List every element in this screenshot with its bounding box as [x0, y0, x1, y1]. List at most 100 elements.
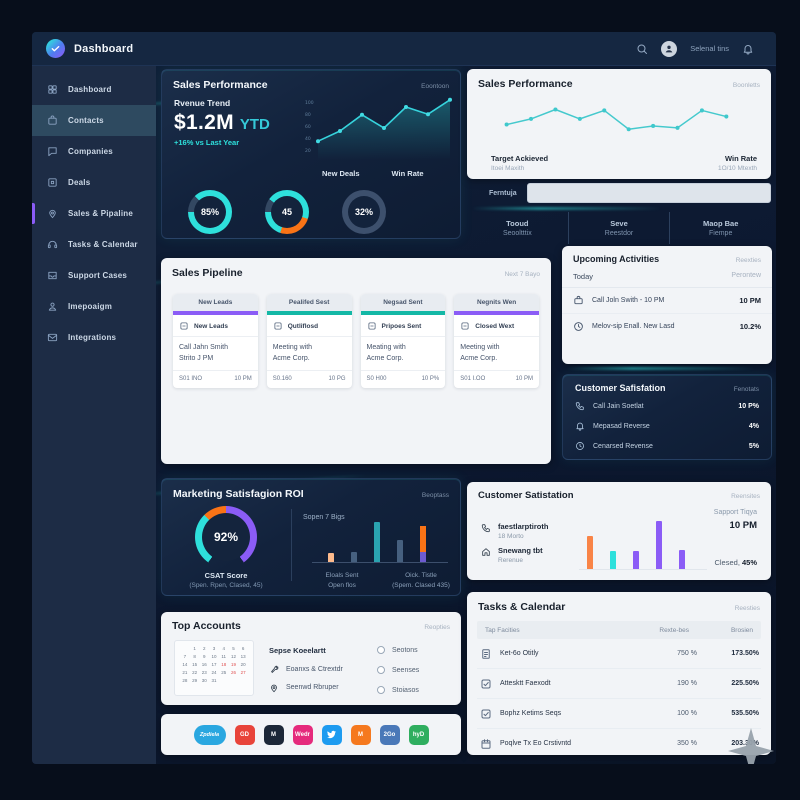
brand-m-orange-icon[interactable]: M: [350, 724, 371, 745]
task-row[interactable]: Poqlve Tx Eo Crstivntd 350 % 203.30%: [477, 729, 761, 755]
radio-circle[interactable]: [377, 646, 385, 654]
radio-circle[interactable]: [377, 686, 385, 694]
calendar-day[interactable]: 12: [230, 654, 236, 660]
calendar-day[interactable]: 14: [182, 662, 188, 668]
radio-option-seenses[interactable]: Seenses: [377, 666, 419, 674]
preview-label[interactable]: Perontew: [731, 272, 761, 279]
card-badge[interactable]: Reopties: [424, 624, 450, 631]
calendar-day[interactable]: [180, 645, 190, 653]
task-row[interactable]: Attesktt Faexodt 190 % 225.50%: [477, 669, 761, 699]
calendar-day[interactable]: 26: [230, 670, 236, 676]
sidebar-item-imepoaigm[interactable]: Imepoaigm: [32, 291, 156, 322]
radio-option-seotons[interactable]: Seotons: [377, 646, 418, 654]
satisfaction-row[interactable]: Mepasad Reverse 4%: [563, 416, 771, 436]
calendar-day[interactable]: 7: [183, 654, 187, 660]
calendar-day[interactable]: 11: [221, 654, 227, 660]
app-logo-icon[interactable]: [46, 39, 65, 58]
card-badge[interactable]: Eoontoon: [421, 83, 449, 90]
calendar-day[interactable]: 18: [221, 662, 227, 668]
user-avatar[interactable]: [661, 40, 678, 57]
calendar-day[interactable]: 21: [182, 670, 188, 676]
mini-calendar[interactable]: 1 2 3 4 5 6 7 8 9 10 11 12 13 14 15 16 17 18 19 20 21 22 23 24 2…: [174, 640, 254, 696]
brand-zpdiela-cloud-icon[interactable]: Zpdiela: [193, 724, 226, 745]
card-badge[interactable]: Reensites: [731, 493, 760, 500]
calendar-day[interactable]: 30: [201, 678, 207, 684]
search-icon[interactable]: [636, 43, 648, 55]
sidebar-item-integrations[interactable]: Integrations: [32, 322, 156, 353]
calendar-day[interactable]: 1: [193, 646, 196, 651]
col-header[interactable]: Rexte-bes: [659, 626, 689, 634]
brand-gd-icon[interactable]: GD: [234, 724, 255, 745]
calendar-day[interactable]: [238, 677, 248, 685]
calendar-day[interactable]: 19: [230, 662, 236, 668]
calendar-day[interactable]: 31: [211, 678, 217, 684]
task-row[interactable]: Ket-6o Otitly 750 % 173.50%: [477, 639, 761, 669]
contact-label: Snewang tbt: [498, 546, 543, 555]
pipeline-column-negnits-wen[interactable]: Negnits Wen Closed Wext Meeting with Acme C…: [454, 294, 539, 388]
card-badge[interactable]: Fenotats: [733, 386, 759, 393]
card-badge[interactable]: Reexties: [735, 257, 761, 264]
brand-hyd-icon[interactable]: hyD: [408, 724, 429, 745]
calendar-day[interactable]: 24: [211, 670, 217, 676]
radio-option-stoiasos[interactable]: Stoiasos: [377, 686, 419, 694]
satisfaction-row[interactable]: Cenarsed Revense 5%: [563, 436, 771, 456]
account-row[interactable]: Eoanxs & Ctrextdr: [269, 664, 343, 675]
col-header[interactable]: Tap Facities: [485, 626, 520, 634]
calendar-day[interactable]: 20: [240, 662, 246, 668]
sidebar-item-dashboard[interactable]: Dashboard: [32, 74, 156, 105]
summary-stat[interactable]: Seve Reestdor: [567, 212, 670, 244]
sidebar-item-tasks-calendar[interactable]: Tasks & Calendar: [32, 229, 156, 260]
brand-twitter-icon[interactable]: [321, 724, 342, 745]
card-badge[interactable]: Boonletts: [732, 82, 760, 89]
contact-item[interactable]: Snewang tbt Rerenue: [481, 546, 543, 564]
calendar-day[interactable]: 27: [240, 670, 246, 676]
calendar-day[interactable]: 5: [232, 646, 235, 651]
brand-m-dark-icon[interactable]: M: [263, 724, 284, 745]
summary-stat[interactable]: Tooud Seooltttix: [467, 212, 568, 244]
account-row[interactable]: Seenwd Rbruper: [269, 682, 339, 693]
satisfaction-row[interactable]: Call Jain Soetlat 10 P%: [563, 396, 771, 416]
pipeline-column-new-leads[interactable]: New Leads New Leads Call Jahn Smith Strito …: [173, 294, 258, 388]
calendar-day[interactable]: 8: [193, 654, 196, 660]
sidebar-item-sales-pipaline[interactable]: Sales & Pipaline: [32, 198, 156, 229]
card-badge[interactable]: Beoptass: [421, 492, 449, 499]
pipeline-column-negsad-sent[interactable]: Negsad Sent Pripoes Sent Meating with Acme …: [360, 294, 446, 388]
stage-accent-bar: [454, 311, 539, 315]
calendar-day[interactable]: 3: [212, 646, 216, 651]
pipeline-icon: [47, 208, 58, 219]
calendar-day[interactable]: [219, 677, 229, 685]
calendar-day[interactable]: 23: [201, 670, 207, 676]
calendar-day[interactable]: 28: [182, 678, 188, 684]
calendar-day[interactable]: 6: [241, 646, 245, 651]
sidebar-item-contacts[interactable]: Contacts: [32, 105, 156, 136]
calendar-day[interactable]: 2: [203, 646, 206, 651]
filter-input[interactable]: [526, 183, 771, 203]
calendar-day[interactable]: 17: [211, 662, 217, 668]
radio-circle[interactable]: [377, 666, 385, 674]
col-header[interactable]: Brosien: [730, 626, 753, 634]
sidebar-item-deals[interactable]: Deals: [32, 167, 156, 198]
calendar-day[interactable]: 15: [192, 662, 198, 668]
calendar-day[interactable]: 9: [203, 654, 206, 660]
calendar-day[interactable]: 10: [211, 654, 217, 660]
pipeline-column-pealifed-sest[interactable]: Pealifed Sest Qutliflosd Meeting with Acme …: [266, 294, 352, 388]
brand-2go-icon[interactable]: 2Go: [379, 724, 400, 745]
card-badge[interactable]: Next 7 Bayo: [504, 271, 540, 278]
sidebar-item-companies[interactable]: Companies: [32, 136, 156, 167]
calendar-day[interactable]: 22: [192, 670, 198, 676]
activity-item[interactable]: Call Joln Swith - 10 PM 10 PM: [562, 288, 772, 314]
calendar-day[interactable]: 29: [192, 678, 198, 684]
task-row[interactable]: Bophz Ketims Seqs 100 % 535.50%: [477, 699, 761, 729]
brand-wedr-icon[interactable]: Wedr: [292, 724, 313, 745]
calendar-day[interactable]: 16: [201, 662, 207, 668]
calendar-day[interactable]: [229, 677, 239, 685]
card-badge[interactable]: Reesties: [734, 605, 760, 612]
calendar-day[interactable]: 25: [221, 670, 227, 676]
summary-stat[interactable]: Maop Bae Fiempe: [669, 212, 771, 244]
calendar-day[interactable]: 13: [240, 654, 246, 660]
contact-item[interactable]: faestlarptiroth 18 Morto: [481, 522, 548, 540]
bell-icon[interactable]: [742, 43, 754, 55]
sidebar-item-support-cases[interactable]: Support Cases: [32, 260, 156, 291]
calendar-day[interactable]: 4: [222, 646, 225, 651]
activity-item[interactable]: Melov-sip Enall. New Lasd 10.2%: [562, 314, 772, 339]
